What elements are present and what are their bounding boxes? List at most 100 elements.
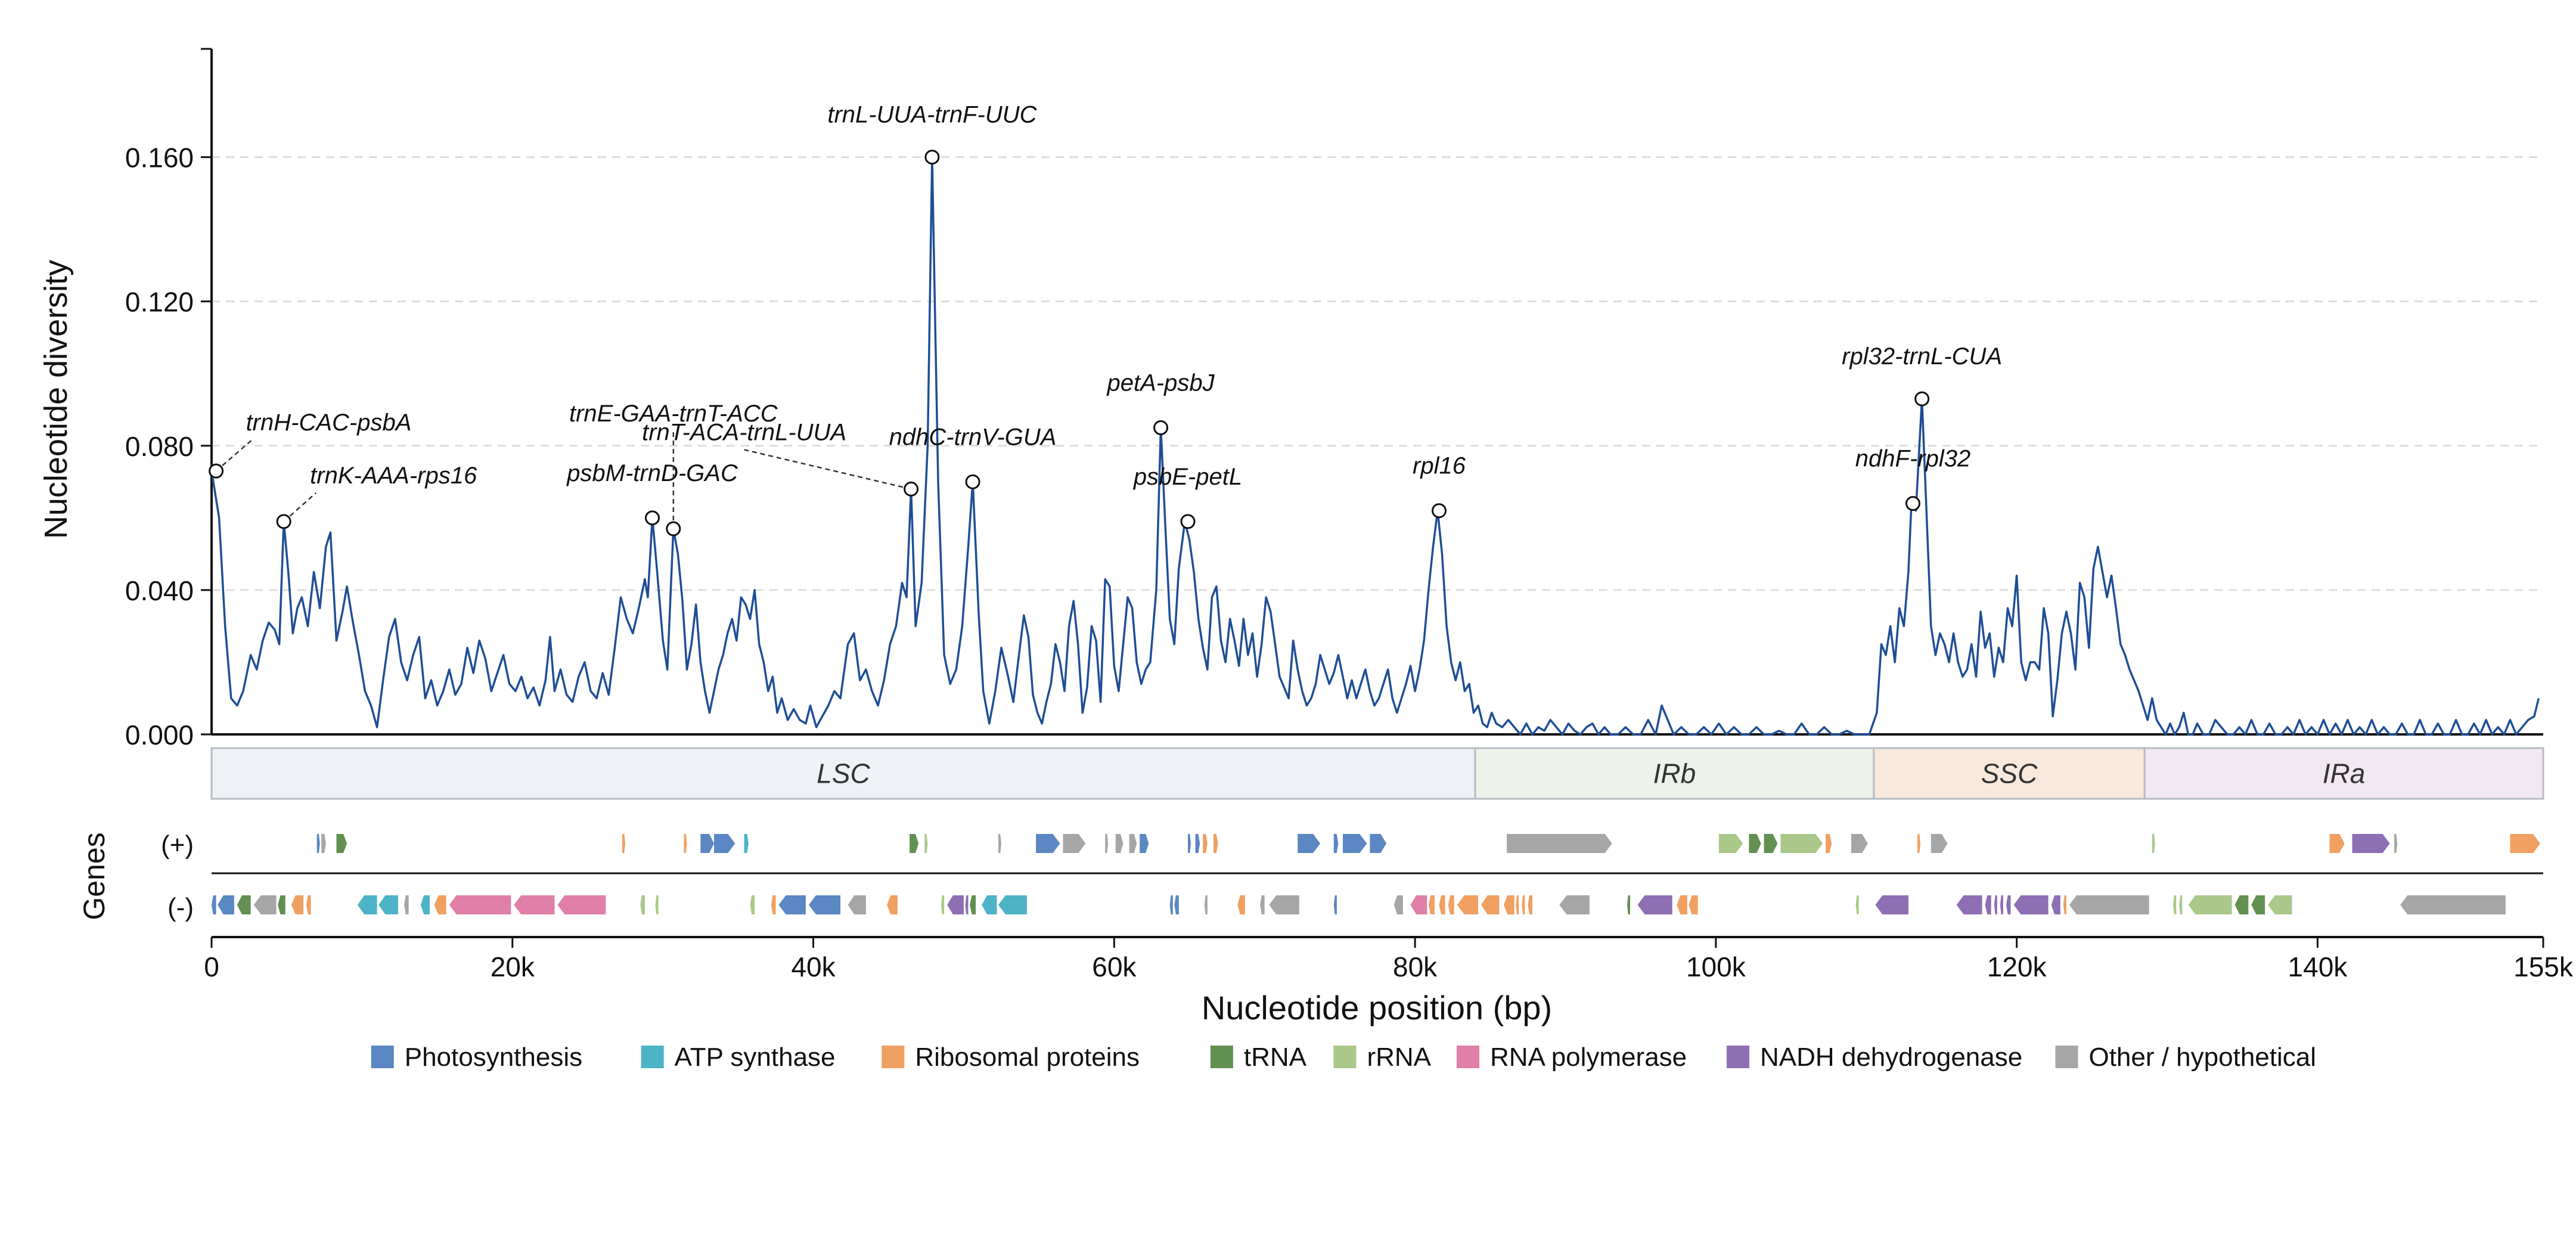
gene-arrow <box>2400 895 2506 914</box>
gene-arrow <box>253 895 277 914</box>
gene-arrow <box>2152 834 2155 853</box>
gene-arrow <box>1237 895 1245 914</box>
gene-arrow <box>2063 895 2066 914</box>
region-block <box>2143 747 2544 800</box>
legend-swatch <box>1333 1046 1357 1068</box>
gene-arrow <box>1764 834 1778 853</box>
peak-marker <box>1180 514 1196 529</box>
gene-arrow <box>1826 834 1832 853</box>
gene-arrow <box>714 834 735 853</box>
gene-arrow <box>2179 895 2183 914</box>
gene-arrow <box>947 895 964 914</box>
x-axis: 0 20k 40k 60k 80k 100k 120k 140k 155k <box>204 936 2574 982</box>
gene-arrow <box>1637 895 1672 914</box>
peak-label: trnE-GAA-trnT-ACC <box>569 401 778 427</box>
x-tick-label: 60k <box>1092 951 1137 982</box>
gene-arrow <box>1343 834 1367 853</box>
peak-marker <box>666 521 681 536</box>
gene-arrow <box>848 895 866 914</box>
gene-arrow <box>1188 834 1191 853</box>
gene-arrow <box>1457 895 1479 914</box>
peak-label: ndhC-trnV-GUA <box>889 424 1057 450</box>
gene-arrow <box>1718 834 1743 853</box>
plus-strand-label: (+) <box>161 830 194 860</box>
x-tick-label: 40k <box>791 951 836 982</box>
peak-marker <box>1153 420 1169 436</box>
peak-label: petA-psbJ <box>1107 370 1215 396</box>
peak-label: rpl16 <box>1413 453 1466 479</box>
region-label: IRb <box>1653 758 1696 789</box>
gene-arrow <box>778 895 806 914</box>
legend-label: tRNA <box>1244 1043 1307 1072</box>
peak-leader-line <box>744 449 911 490</box>
gene-arrow <box>1393 895 1403 914</box>
legend-label: rRNA <box>1367 1043 1431 1072</box>
legend-item: rRNA <box>1333 1043 1432 1072</box>
gene-arrow <box>1507 834 1612 853</box>
gene-arrow <box>378 895 398 914</box>
gene-arrow <box>1522 895 1525 914</box>
gene-arrow <box>1169 895 1173 914</box>
gene-arrow <box>750 895 755 914</box>
x-tick-label: 100k <box>1686 951 1746 982</box>
peak-label: trnL-UUA-trnF-UUC <box>827 102 1037 128</box>
grid-lines <box>212 156 2543 591</box>
gene-arrow <box>514 895 555 914</box>
gene-track-title: Genes <box>77 832 111 920</box>
y-tick-label: 0.000 <box>125 719 194 750</box>
region-label: SSC <box>1981 758 2038 789</box>
peak-marker <box>1914 391 1930 407</box>
peak-marker <box>904 481 919 497</box>
gene-arrow <box>557 895 606 914</box>
gene-arrow <box>2188 895 2232 914</box>
legend-item: NADH dehydrogenase <box>1726 1043 2022 1072</box>
legend-swatch <box>371 1046 394 1068</box>
x-tick-label: 120k <box>1987 951 2047 982</box>
gene-arrow <box>1875 895 1908 914</box>
gene-arrow <box>2352 834 2390 853</box>
gene-arrow <box>449 895 511 914</box>
gene-arrow <box>1195 834 1200 853</box>
legend-label: NADH dehydrogenase <box>1760 1043 2022 1072</box>
peak-label: trnK-AAA-rps16 <box>310 463 477 489</box>
gene-arrow <box>684 834 687 853</box>
gene-arrow <box>1439 895 1445 914</box>
x-tick-label: 140k <box>2288 951 2348 982</box>
gene-arrow <box>2173 895 2177 914</box>
legend-swatch <box>2055 1046 2078 1068</box>
gene-arrow <box>2394 834 2398 853</box>
gene-arrow <box>2000 895 2003 914</box>
x-tick-label: 0 <box>204 951 219 982</box>
gene-arrow <box>622 834 626 853</box>
gene-arrow <box>316 834 320 853</box>
diversity-series <box>210 156 2540 736</box>
gene-arrow <box>2051 895 2060 914</box>
legend-item: Photosynthesis <box>371 1043 582 1072</box>
gene-arrow <box>809 895 840 914</box>
gene-arrow <box>2510 834 2540 853</box>
legend-swatch <box>1210 1046 1233 1068</box>
gene-arrow <box>965 895 969 914</box>
gene-arrow <box>640 895 645 914</box>
region-block <box>210 747 1476 800</box>
gene-arrow <box>2234 895 2249 914</box>
gene-arrow <box>1627 895 1630 914</box>
gene-arrow <box>744 834 749 853</box>
legend-item: ATP synthase <box>641 1043 836 1072</box>
gene-arrow <box>1559 895 1590 914</box>
gene-arrow <box>1917 834 1921 853</box>
x-tick-label: 80k <box>1393 951 1438 982</box>
gene-arrow <box>1689 895 1698 914</box>
legend-item: tRNA <box>1210 1043 1307 1072</box>
gene-arrow <box>434 895 446 914</box>
gene-arrow <box>1994 895 1997 914</box>
peak-label: ndhF-rpl32 <box>1855 446 1970 472</box>
gene-arrow <box>970 895 976 914</box>
gene-arrow <box>1428 895 1435 914</box>
gene-arrow <box>237 895 251 914</box>
peak-marker <box>209 463 224 479</box>
peak-marker <box>1431 503 1447 519</box>
gene-arrow <box>1410 895 1427 914</box>
gene-arrow <box>1269 895 1299 914</box>
